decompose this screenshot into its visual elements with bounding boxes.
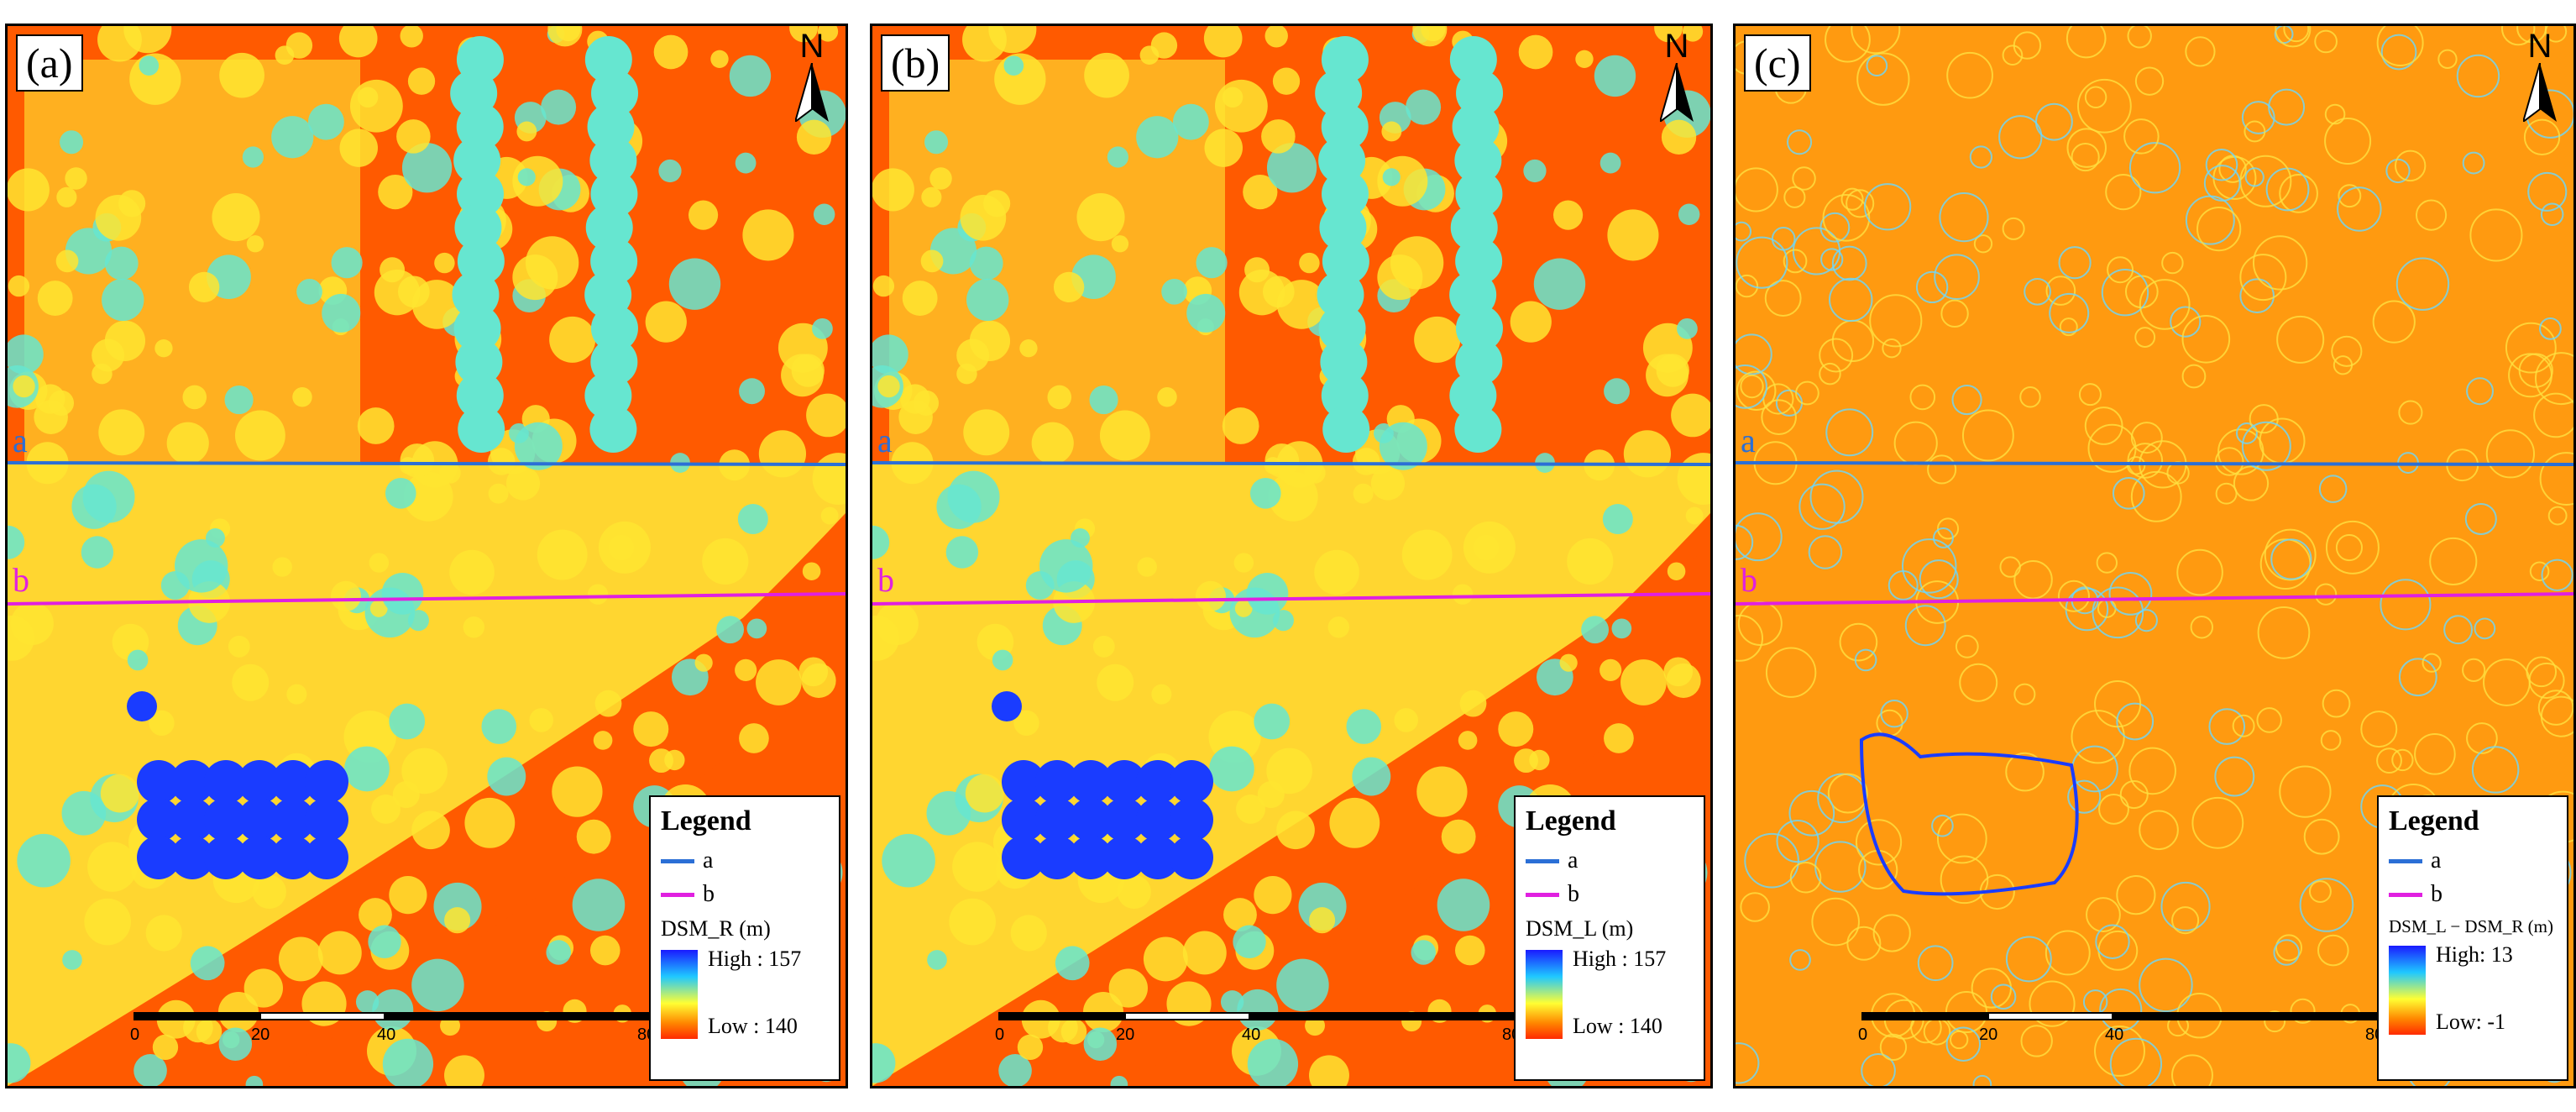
ramp-high-label: High : 157: [1573, 947, 1667, 971]
difference-raster: [1736, 26, 2573, 1086]
dsm-raster: [8, 26, 846, 1086]
scale-tick: 0: [130, 1025, 140, 1044]
legend-item-a: a: [1526, 844, 1694, 878]
scale-tick: 0: [1858, 1025, 1868, 1044]
scale-tick: 0: [995, 1025, 1005, 1044]
color-ramp: High : 157 Low : 140: [661, 947, 829, 1042]
scale-bar: 0 20 40 80: [130, 1012, 656, 1062]
scale-tick: 40: [377, 1025, 396, 1044]
scale-tick: 20: [1116, 1025, 1135, 1044]
north-letter: N: [2527, 28, 2552, 65]
legend-variable: DSM_L (m): [1526, 916, 1634, 941]
legend-item-b: b: [1526, 878, 1694, 911]
legend-variable: DSM_L − DSM_R (m): [2389, 916, 2554, 936]
legend-item-b: b: [661, 878, 829, 911]
legend-item-b: b: [2389, 878, 2557, 911]
panel-label: (b): [881, 34, 950, 92]
north-arrow-icon: N: [2515, 29, 2565, 155]
arrow-icon: [2521, 62, 2557, 124]
scale-bar: 0 20 40 80: [1858, 1012, 2384, 1062]
ramp-low-label: Low: -1: [2436, 1010, 2506, 1034]
map-panel-a: (a) N a b 0 20 40 80 Legend a b DSM_R (m…: [5, 24, 848, 1088]
arrow-icon: [793, 62, 829, 124]
line-b-label: b: [13, 561, 29, 599]
legend-title: Legend: [661, 805, 751, 837]
scale-tick: 40: [1242, 1025, 1261, 1044]
panel-label: (c): [1744, 34, 1811, 92]
legend: Legend a b DSM_L − DSM_R (m) High: 13 Lo…: [2377, 795, 2568, 1081]
ramp-high-label: High: 13: [2436, 942, 2513, 967]
legend-variable: DSM_R (m): [661, 916, 771, 941]
north-arrow-icon: N: [1652, 29, 1702, 155]
legend-item-a: a: [661, 844, 829, 878]
legend: Legend a b DSM_R (m) High : 157 Low : 14…: [649, 795, 840, 1081]
scale-tick: 20: [251, 1025, 270, 1044]
line-a-label: a: [877, 422, 893, 459]
legend-title: Legend: [2389, 805, 2479, 837]
line-a-label: a: [1741, 422, 1756, 459]
panel-label: (a): [16, 34, 83, 92]
ramp-high-label: High : 157: [708, 947, 802, 971]
legend-title: Legend: [1526, 805, 1616, 837]
map-panel-c: (c) N a b 0 20 40 80 Legend a b DSM_L − …: [1733, 24, 2576, 1088]
ramp-low-label: Low : 140: [1573, 1014, 1662, 1038]
scale-bar: 0 20 40 80: [995, 1012, 1521, 1062]
north-letter: N: [799, 28, 825, 65]
legend-item-a: a: [2389, 844, 2557, 878]
north-letter: N: [1664, 28, 1689, 65]
color-ramp: High: 13 Low: -1: [2389, 942, 2557, 1038]
scale-tick: 20: [1979, 1025, 1998, 1044]
line-a-label: a: [13, 422, 28, 459]
legend: Legend a b DSM_L (m) High : 157 Low : 14…: [1514, 795, 1705, 1081]
color-ramp: High : 157 Low : 140: [1526, 947, 1694, 1042]
arrow-icon: [1658, 62, 1694, 124]
ramp-low-label: Low : 140: [708, 1014, 798, 1038]
line-b-label: b: [877, 561, 894, 599]
line-b-label: b: [1741, 561, 1757, 599]
scale-tick: 40: [2105, 1025, 2124, 1044]
map-panel-b: (b) N a b 0 20 40 80 Legend a b DSM_L (m…: [870, 24, 1713, 1088]
north-arrow-icon: N: [787, 29, 837, 155]
